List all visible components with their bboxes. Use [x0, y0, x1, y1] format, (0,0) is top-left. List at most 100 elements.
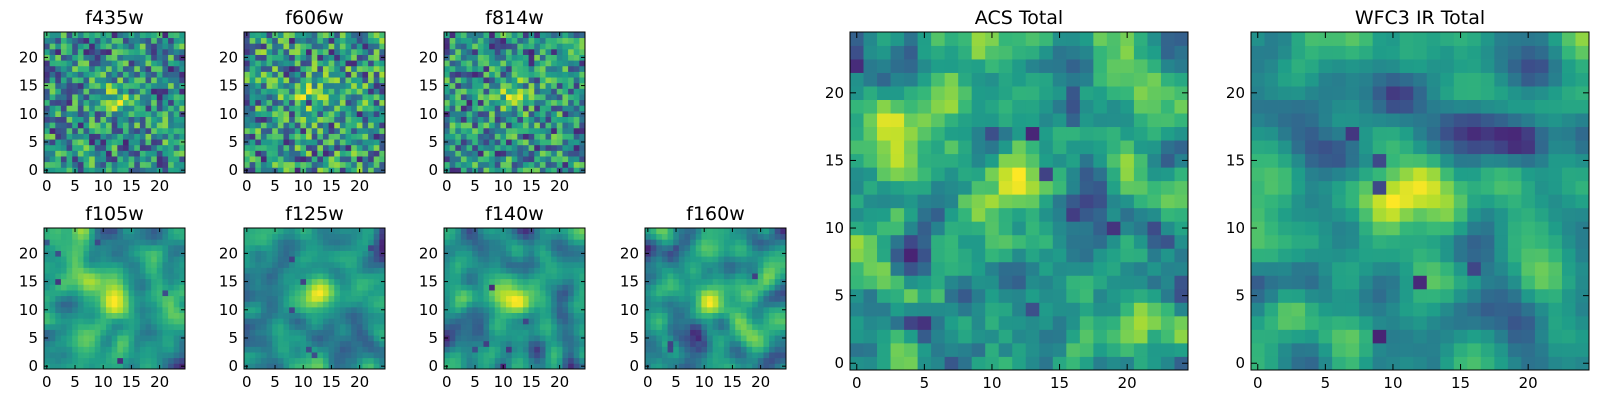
heatmap-cell	[306, 340, 313, 347]
heatmap-cell	[944, 180, 959, 195]
heatmap-cell	[534, 139, 541, 146]
heatmap-cell	[729, 352, 736, 359]
heatmap-cell	[351, 88, 358, 95]
heatmap-cell	[551, 318, 558, 325]
heatmap-cell	[522, 318, 529, 325]
heatmap-cell	[139, 256, 146, 263]
heatmap-cell	[368, 301, 375, 308]
heatmap-cell	[266, 301, 273, 308]
heatmap-cell	[139, 32, 146, 39]
heatmap-cell	[122, 77, 129, 84]
heatmap-cell	[985, 207, 1000, 222]
heatmap-cell	[1025, 315, 1040, 330]
heatmap-cell	[94, 290, 101, 297]
heatmap-cell	[168, 346, 175, 353]
heatmap-cell	[139, 306, 146, 313]
heatmap-cell	[328, 261, 335, 268]
heatmap-cell	[494, 340, 501, 347]
heatmap-cell	[489, 346, 496, 353]
heatmap-cell	[695, 239, 702, 246]
heatmap-cell	[673, 301, 680, 308]
heatmap-cell	[249, 71, 256, 78]
heatmap-cell	[356, 244, 363, 251]
heatmap-cell	[179, 150, 186, 157]
heatmap-cell	[379, 161, 386, 168]
heatmap-cell	[489, 323, 496, 330]
heatmap-cell	[489, 99, 496, 106]
heatmap-cell	[723, 329, 730, 336]
heatmap-cell	[494, 110, 501, 117]
heatmap-cell	[568, 267, 575, 274]
heatmap-cell	[260, 306, 267, 313]
heatmap-cell	[511, 284, 518, 291]
heatmap-cell	[311, 278, 318, 285]
heatmap-cell	[100, 267, 107, 274]
heatmap-cell	[444, 116, 451, 123]
heatmap-cell	[707, 306, 714, 313]
heatmap-cell	[373, 340, 380, 347]
heatmap-cell	[579, 161, 586, 168]
heatmap-cell	[294, 244, 301, 251]
heatmap-cell	[373, 32, 380, 39]
heatmap-cell	[763, 363, 770, 370]
heatmap-cell	[466, 312, 473, 319]
heatmap-cell	[277, 54, 284, 61]
heatmap-cell	[255, 161, 262, 168]
heatmap-cell	[89, 122, 96, 129]
heatmap-cell	[740, 233, 747, 240]
heatmap-cell	[266, 32, 273, 39]
heatmap-cell	[931, 329, 946, 344]
heatmap-cell	[89, 273, 96, 280]
heatmap-cell	[752, 273, 759, 280]
heatmap-cell	[345, 156, 352, 163]
heatmap-cell	[289, 228, 296, 235]
heatmap-cell	[351, 139, 358, 146]
heatmap-cell	[455, 346, 462, 353]
heatmap-cell	[255, 228, 262, 235]
heatmap-cell	[500, 312, 507, 319]
heatmap-cell	[522, 71, 529, 78]
heatmap-cell	[339, 363, 346, 370]
heatmap-cell	[757, 284, 764, 291]
heatmap-cell	[283, 60, 290, 67]
heatmap-cell	[300, 82, 307, 89]
heatmap-cell	[985, 248, 1000, 263]
heatmap-cell	[173, 318, 180, 325]
heatmap-cell	[162, 233, 169, 240]
heatmap-cell	[162, 32, 169, 39]
heatmap-cell	[66, 144, 73, 151]
heatmap-cell	[294, 318, 301, 325]
heatmap-cell	[311, 261, 318, 268]
heatmap-cell	[122, 48, 129, 55]
heatmap-cell	[466, 161, 473, 168]
heatmap-cell	[645, 239, 652, 246]
heatmap-cell	[111, 161, 118, 168]
heatmap-cell	[339, 167, 346, 174]
heatmap-cell	[117, 239, 124, 246]
heatmap-cell	[266, 105, 273, 112]
heatmap-cell	[735, 278, 742, 285]
heatmap-cell	[145, 239, 152, 246]
heatmap-cell	[179, 261, 186, 268]
heatmap-cell	[60, 352, 67, 359]
heatmap-cell	[1174, 342, 1189, 357]
heatmap-cell	[944, 288, 959, 303]
heatmap-cell	[283, 82, 290, 89]
heatmap-cell	[707, 295, 714, 302]
heatmap-cell	[489, 167, 496, 174]
heatmap-cell	[656, 267, 663, 274]
heatmap-cell	[863, 153, 878, 168]
heatmap-cell	[117, 340, 124, 347]
heatmap-cell	[472, 278, 479, 285]
heatmap-cell	[460, 329, 467, 336]
heatmap-cell	[678, 244, 685, 251]
heatmap-cell	[373, 77, 380, 84]
heatmap-cell	[156, 250, 163, 257]
heatmap-cell	[656, 244, 663, 251]
heatmap-cell	[356, 105, 363, 112]
heatmap-cell	[1052, 248, 1067, 263]
heatmap-cell	[368, 284, 375, 291]
heatmap-cell	[562, 340, 569, 347]
heatmap-cell	[545, 323, 552, 330]
